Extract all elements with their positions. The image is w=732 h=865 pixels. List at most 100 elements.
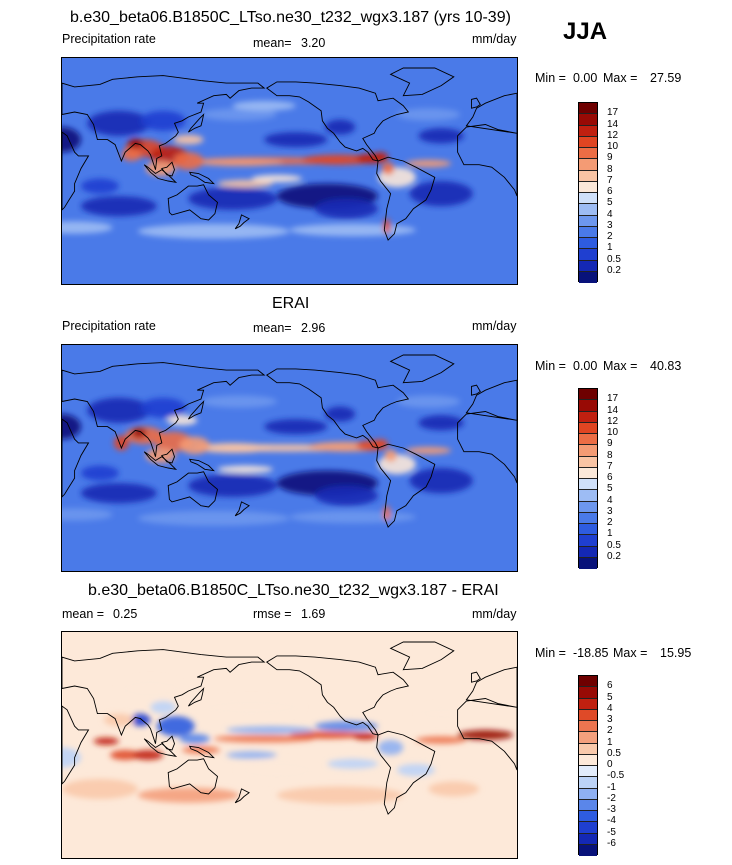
colorbar-swatch: [579, 271, 597, 283]
precip-field: [62, 508, 113, 521]
precip-field: [188, 474, 277, 497]
colorbar-tick-label: -6: [607, 837, 616, 849]
precip-field: [409, 468, 473, 494]
precip-field: [80, 483, 157, 504]
colorbar-tick-label: 6: [607, 472, 613, 483]
precip-field: [103, 713, 135, 727]
colorbar-swatch: [579, 193, 597, 205]
colorbar-swatch: [579, 456, 597, 468]
precip-field: [140, 110, 186, 131]
colorbar-swatch: [579, 181, 597, 193]
colorbar-swatch: [579, 170, 597, 182]
precip-field: [137, 510, 290, 526]
precip-field: [194, 442, 271, 453]
colorbar-tick-label: -4: [607, 815, 616, 827]
colorbar-swatch: [579, 546, 597, 558]
colorbar-tick-label: 3: [607, 219, 613, 231]
colorbar-swatch: [579, 389, 597, 401]
colorbar-tick-label: 0.2: [607, 264, 621, 276]
panel3-mean-value: 0.25: [113, 607, 138, 621]
coastline: [389, 67, 455, 97]
colorbar-tick-label: -5: [607, 826, 616, 838]
precip-field: [150, 701, 176, 714]
colorbar-swatch: [579, 249, 597, 261]
precip-field: [62, 414, 81, 440]
coastline: [143, 738, 178, 757]
panel2-units: mm/day: [472, 319, 517, 333]
colorbar-tick-label: -2: [607, 792, 616, 804]
colorbar-swatch: [579, 260, 597, 272]
colorbar-tick-label: 0.5: [607, 253, 621, 265]
colorbar-swatch: [579, 743, 597, 755]
map-svg: [62, 58, 517, 284]
coastline: [167, 184, 219, 221]
colorbar-swatch: [579, 777, 597, 789]
panel3-min-label: Min =: [535, 646, 566, 660]
colorbar-tick-label: 1: [607, 736, 613, 748]
coastline: [188, 113, 205, 133]
colorbar-tick-label: 0.5: [607, 539, 621, 551]
colorbar-swatch: [579, 422, 597, 434]
colorbar-tick-label: 8: [607, 163, 613, 175]
precip-field: [137, 787, 239, 803]
panel3-mean-label: mean =: [62, 607, 105, 621]
precip-field: [87, 397, 151, 423]
panel2-max-value: 40.83: [650, 359, 682, 373]
coastline: [161, 735, 175, 751]
precip-field: [324, 119, 356, 135]
precip-field: [145, 447, 176, 464]
coastline: [62, 649, 266, 744]
colorbar-swatch: [579, 204, 597, 216]
panel2-min-value: 0.00: [573, 359, 598, 373]
precip-field: [324, 406, 356, 422]
season-label: JJA: [563, 18, 608, 45]
coastline: [266, 368, 410, 449]
coastline: [389, 641, 455, 671]
panel1-min-label: Min =: [535, 71, 566, 85]
coastline: [234, 788, 250, 804]
coastline: [376, 443, 436, 528]
colorbar-tick-label: 6: [607, 186, 613, 197]
panel1-title: b.e30_beta06.B1850C_LTso.ne30_t232_wgx3.…: [70, 9, 511, 26]
panel1-max-value: 27.59: [650, 71, 682, 85]
precip-field: [372, 439, 389, 450]
precip-field: [289, 510, 416, 524]
precip-field: [188, 187, 277, 210]
coastline: [457, 92, 517, 197]
colorbar-tick-label: 5: [607, 197, 613, 209]
coastline: [62, 131, 90, 211]
precip-field: [396, 395, 461, 408]
colorbar-swatch: [579, 732, 597, 744]
precip-field: [80, 178, 119, 194]
colorbar-swatch: [579, 467, 597, 479]
panel3-rmse-label: rmse =: [253, 607, 292, 621]
colorbar-swatch: [579, 822, 597, 834]
precip-field: [428, 781, 480, 797]
colorbar-swatch: [579, 512, 597, 524]
colorbar-swatch: [579, 833, 597, 845]
precip-field: [314, 721, 378, 732]
colorbar-tick-label: 0.2: [607, 550, 621, 562]
colorbar-tick-label: 7: [607, 174, 613, 186]
panel3-units: mm/day: [472, 607, 517, 621]
colorbar-swatch: [579, 535, 597, 547]
panel2-mean-value: 2.96: [301, 321, 326, 335]
colorbar-swatch: [579, 811, 597, 823]
colorbar-tick-label: 4: [607, 702, 613, 714]
colorbar-tick-label: 1: [607, 242, 613, 254]
precip-field: [409, 181, 473, 207]
coastline: [457, 379, 517, 484]
colorbar-tick-label: 14: [607, 404, 619, 416]
precip-field: [396, 108, 461, 121]
colorbar-tick-label: 0: [607, 759, 613, 770]
panel2-max-label: Max =: [603, 359, 638, 373]
colorbar-swatch: [579, 788, 597, 800]
precip-field: [201, 395, 277, 408]
colorbar-tick-label: 0.5: [607, 747, 621, 759]
precip-field: [137, 223, 290, 239]
precip-field: [405, 446, 452, 455]
precip-field: [383, 505, 391, 521]
precip-field: [383, 218, 391, 234]
colorbar-swatch: [579, 148, 597, 160]
colorbar-swatch: [579, 226, 597, 238]
